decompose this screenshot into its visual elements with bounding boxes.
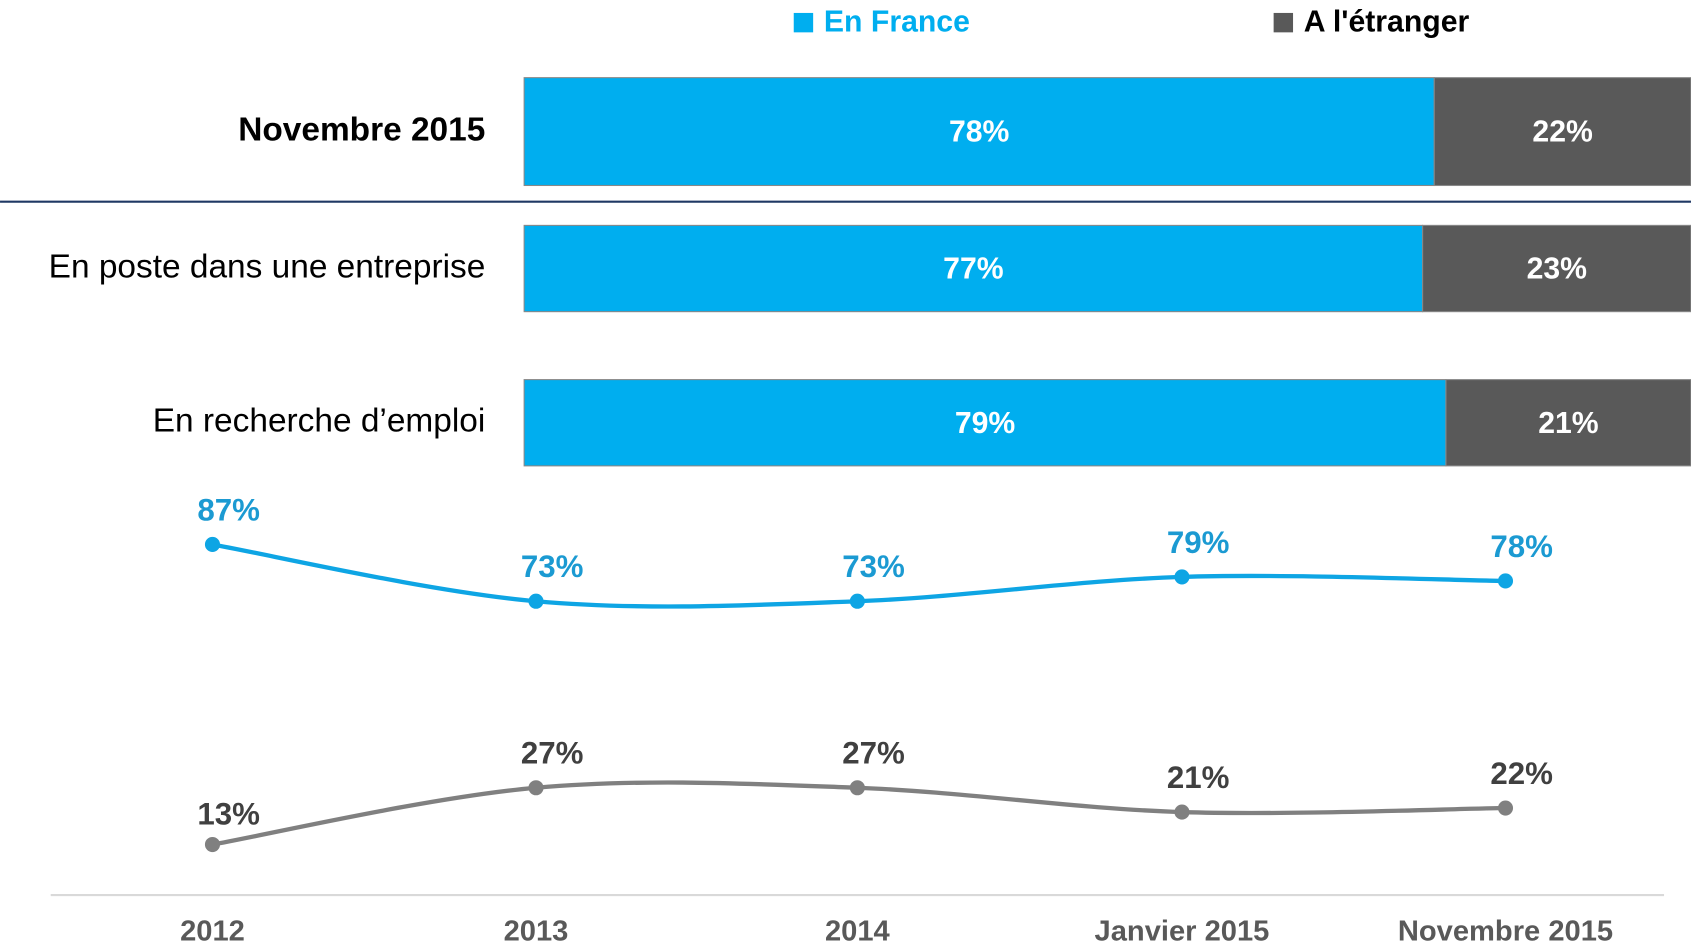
bar-segment	[1422, 224, 1691, 313]
value-label: 23%	[1527, 253, 1588, 286]
point	[1174, 804, 1190, 820]
value-label: 79%	[955, 407, 1016, 440]
bar-segment	[523, 77, 1435, 187]
point	[204, 836, 221, 853]
x-tick-label: 2014	[825, 916, 891, 948]
value-label: 73%	[521, 549, 584, 584]
legend-label: En France	[824, 6, 970, 39]
point	[528, 780, 544, 796]
value-label: 21%	[1538, 407, 1599, 440]
bar-segment	[523, 224, 1424, 313]
value-label: 79%	[1167, 525, 1230, 560]
point	[1174, 569, 1190, 585]
point	[1497, 573, 1514, 589]
point	[528, 593, 544, 609]
legend-swatch	[1273, 12, 1294, 33]
x-tick-label: 2013	[504, 916, 569, 948]
point	[1497, 800, 1514, 816]
value-label: 22%	[1532, 116, 1593, 149]
value-label: 87%	[197, 492, 260, 527]
value-label: 27%	[842, 736, 905, 771]
value-label: 22%	[1490, 756, 1553, 791]
legend-swatch	[793, 12, 814, 33]
value-label: 78%	[1490, 529, 1553, 564]
x-tick-label: Novembre 2015	[1398, 916, 1613, 948]
category-label: Novembre 2015	[238, 111, 485, 148]
point	[204, 536, 221, 553]
value-label: 13%	[197, 797, 260, 832]
value-label: 77%	[943, 253, 1004, 286]
bar-segment	[1445, 379, 1691, 467]
category-label: En recherche d’emploi	[153, 403, 486, 440]
legend-label: A l'étranger	[1304, 6, 1470, 39]
value-label: 21%	[1167, 760, 1230, 795]
point	[849, 780, 865, 796]
bar-segment	[1433, 77, 1691, 187]
x-tick-label: 2012	[180, 916, 245, 948]
value-label: 78%	[949, 116, 1010, 149]
point	[849, 593, 865, 609]
x-tick-label: Janvier 2015	[1095, 916, 1270, 948]
value-label: 73%	[842, 549, 905, 584]
category-label: En poste dans une entreprise	[49, 248, 486, 285]
value-label: 27%	[521, 736, 584, 771]
